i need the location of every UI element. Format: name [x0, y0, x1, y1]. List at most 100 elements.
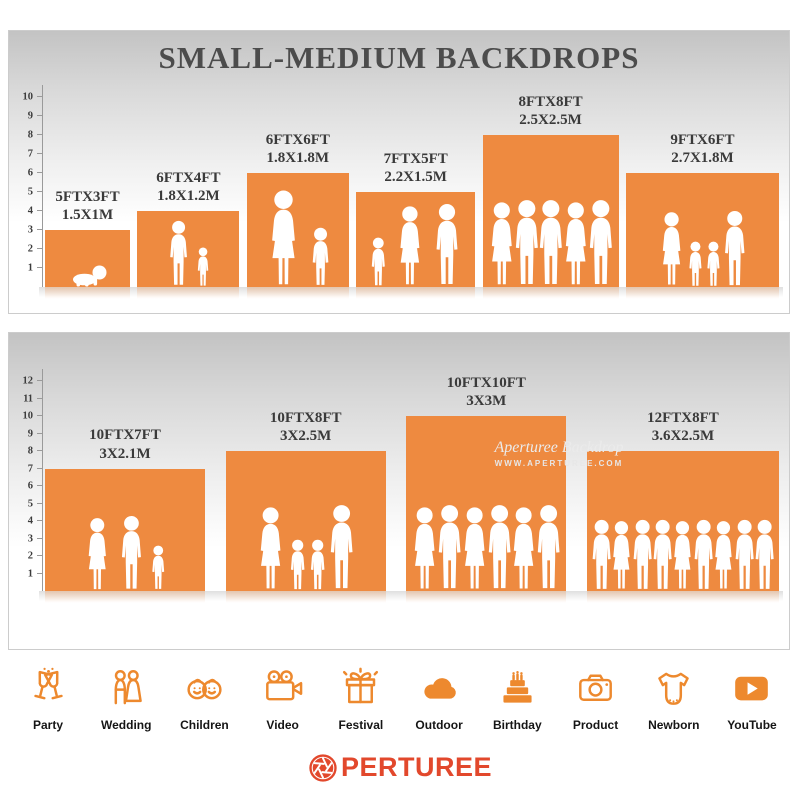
axis-tick-label: 9 [27, 110, 33, 122]
large-panel: 1 2 3 4 5 6 7 8 9 10 11 12 10FTX7FT 3X2.1M 10FTX8FT 3X… [8, 332, 790, 650]
axis-tick [37, 380, 43, 381]
child-silhouette [197, 247, 209, 286]
size-ft-label: 10FTX8FT [269, 409, 342, 426]
y-axis-2: 1 2 3 4 5 6 7 8 9 10 11 12 [15, 333, 43, 591]
people-silhouettes [626, 210, 779, 288]
axis-tick-label: 3 [27, 533, 33, 544]
backdrop-bar [406, 416, 567, 603]
category-label: Newborn [648, 718, 700, 732]
backdrop-size-label: 6FTX4FT 1.8X1.2M [156, 169, 220, 207]
child-silhouette [152, 545, 165, 590]
birthday-icon [495, 666, 540, 711]
axis-tick-label: 8 [27, 129, 33, 141]
adult-silhouette [694, 519, 713, 589]
small-medium-panel: SMALL-MEDIUM BACKDROPS 1 2 3 4 5 6 7 8 9 10 5FTX3… [8, 30, 790, 314]
size-m-label: 3.6X2.5M [651, 428, 715, 445]
axis-tick-label: 8 [27, 445, 33, 457]
axis-tick-label: 10 [22, 410, 34, 422]
category-newborn: Newborn [638, 666, 710, 732]
festival-icon [338, 666, 383, 711]
backdrop-bar [482, 135, 619, 299]
category-video: Video [247, 666, 319, 732]
category-product: Product [560, 666, 632, 732]
category-youtube: YouTube [716, 666, 788, 732]
category-label: Birthday [492, 718, 542, 732]
y-axis-1: 1 2 3 4 5 6 7 8 9 10 [15, 31, 43, 287]
people-silhouettes [356, 203, 475, 287]
adultf-silhouette [715, 521, 732, 589]
backdrop-item: 6FTX6FT 1.8X1.8M [246, 131, 349, 299]
y-axis-line [42, 85, 43, 287]
watermark-brand: Aperturee Backdrop [494, 439, 624, 456]
backdrop-bar [246, 173, 349, 299]
axis-tick [37, 415, 43, 416]
axis-tick [37, 153, 43, 154]
axis-tick-label: 2 [27, 243, 33, 255]
adultf-silhouette [674, 521, 691, 589]
size-m-label: 1.8X1.8M [266, 150, 330, 167]
adult-silhouette [589, 200, 612, 285]
adultf-silhouette [88, 517, 106, 589]
size-ft-label: 6FTX4FT [156, 169, 221, 186]
page-title: SMALL-MEDIUM BACKDROPS [158, 40, 640, 75]
size-m-label: 3X3M [466, 393, 507, 410]
category-label: Festival [338, 718, 384, 732]
ground-shadow [39, 591, 783, 601]
category-festival: Festival [325, 666, 397, 732]
people-silhouettes [226, 504, 386, 591]
backdrop-item: 10FTX8FT 3X2.5M [225, 409, 386, 603]
video-icon [260, 666, 305, 711]
adult-silhouette [539, 200, 562, 285]
aperture-logo-icon [309, 753, 337, 782]
category-label: Children [180, 718, 229, 732]
adult-silhouette [592, 519, 611, 589]
size-ft-label: 12FTX8FT [647, 409, 719, 426]
child-silhouette [372, 237, 386, 286]
size-ft-label: 6FTX6FT [265, 131, 330, 148]
watermark-url: WWW.APERTUREE.COM [494, 459, 624, 468]
axis-tick-label: 7 [27, 148, 33, 160]
backdrop-size-label: 5FTX3FT 1.5X1M [55, 188, 119, 226]
axis-tick [37, 572, 43, 574]
backdrop-bar [45, 468, 205, 603]
people-silhouettes [406, 504, 566, 591]
people-silhouettes [45, 515, 205, 591]
adultf-silhouette [565, 202, 586, 285]
children-icon [182, 666, 227, 711]
axis-tick [37, 485, 43, 486]
people-silhouettes [137, 220, 239, 287]
axis-tick-label: 5 [27, 498, 33, 509]
backdrop-size-label: 7FTX5FT 2.2X1.5M [384, 150, 448, 188]
y-axis-line [42, 369, 43, 591]
logo-text: PERTUREE [340, 752, 493, 782]
axis-tick [37, 432, 43, 434]
category-label: Product [572, 718, 619, 732]
size-m-label: 3X2.5M [280, 428, 332, 445]
category-label: Party [32, 718, 64, 732]
category-row: Party Wedding Children Video Festival Outdoor… [12, 666, 788, 732]
size-ft-label: 9FTX6FT [670, 131, 735, 148]
adult-silhouette [439, 505, 461, 589]
axis-tick [37, 502, 43, 504]
backdrop-bar [45, 230, 130, 299]
adult-silhouette [515, 200, 538, 285]
baby-silhouette [72, 265, 106, 287]
category-outdoor: Outdoor [403, 666, 475, 732]
backdrop-item: 5FTX3FT 1.5X1M [45, 188, 130, 299]
people-silhouettes [587, 519, 779, 591]
backdrop-size-label: 10FTX10FT 3X3M [447, 374, 526, 412]
backdrop-item: 10FTX7FT 3X2.1M [45, 426, 205, 603]
wedding-icon [104, 666, 149, 711]
adult-silhouette [724, 210, 745, 285]
category-label: Wedding [101, 718, 152, 732]
axis-tick-label: 5 [27, 186, 33, 198]
axis-tick [37, 397, 43, 399]
plot-area-2: 1 2 3 4 5 6 7 8 9 10 11 12 10FTX7FT 3X2.1M 10FTX8FT 3X… [15, 333, 783, 603]
axis-tick-label: 1 [27, 262, 33, 274]
axis-tick-label: 11 [23, 393, 33, 404]
backdrop-size-label: 9FTX6FT 2.7X1.8M [670, 131, 734, 169]
adult-silhouette [330, 505, 353, 589]
axis-tick-label: 3 [27, 224, 33, 236]
adult-silhouette [653, 519, 672, 589]
newborn-icon [651, 666, 696, 711]
